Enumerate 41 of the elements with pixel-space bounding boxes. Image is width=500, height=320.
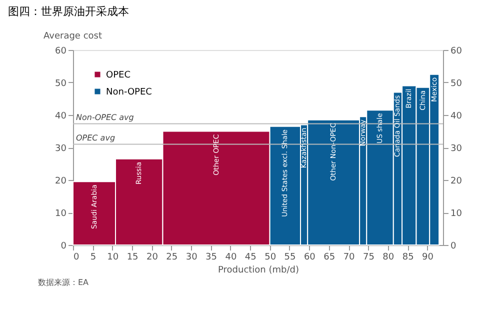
y2-tick-label: 10 <box>450 209 462 219</box>
x-tick-label: 45 <box>244 252 256 262</box>
x-tick-label: 60 <box>304 252 316 262</box>
legend-label: Non-OPEC <box>106 88 152 98</box>
x-tick-label: 55 <box>284 252 296 262</box>
x-tick-label: 75 <box>362 252 374 262</box>
ref-line-label: Non-OPEC avg <box>76 112 134 122</box>
x-tick-label: 50 <box>264 252 276 262</box>
x-tick-label: 30 <box>186 252 198 262</box>
x-tick-label: 90 <box>422 252 434 262</box>
y2-tick-label: 50 <box>450 79 462 89</box>
y2-tick-label: 40 <box>450 112 462 122</box>
chart-title: 图四：世界原油开采成本 <box>8 5 129 18</box>
y2-tick-label: 20 <box>450 176 462 186</box>
y-axis-title: Average cost <box>44 32 102 42</box>
y2-tick-label: 0 <box>450 242 456 252</box>
x-tick-label: 0 <box>74 252 80 262</box>
y-tick-label: 20 <box>55 176 67 186</box>
x-axis-title: Production (mb/d) <box>218 266 299 276</box>
y2-tick-label: 60 <box>450 46 462 56</box>
y-tick-label: 40 <box>55 112 67 122</box>
x-tick-label: 5 <box>90 252 96 262</box>
y-tick-label: 10 <box>55 209 67 219</box>
x-tick-label: 65 <box>324 252 336 262</box>
x-tick-label: 40 <box>225 252 237 262</box>
y-tick-label: 50 <box>55 79 67 89</box>
legend-label: OPEC <box>106 70 130 80</box>
x-tick-label: 15 <box>126 252 138 262</box>
y-tick-label: 60 <box>55 46 67 56</box>
y-tick-label: 0 <box>60 242 67 252</box>
x-tick-label: 10 <box>107 252 119 262</box>
y2-tick-label: 30 <box>450 144 462 154</box>
ref-line-label: OPEC avg <box>76 133 116 142</box>
y-tick-label: 30 <box>55 144 67 154</box>
x-tick-label: 25 <box>166 252 178 262</box>
x-tick-label: 35 <box>206 252 217 262</box>
source-note: 数据来源：EA <box>38 278 90 287</box>
x-tick-label: 85 <box>402 252 414 262</box>
x-tick-label: 80 <box>382 252 394 262</box>
x-tick-label: 70 <box>343 252 356 262</box>
x-tick-label: 20 <box>146 252 158 262</box>
